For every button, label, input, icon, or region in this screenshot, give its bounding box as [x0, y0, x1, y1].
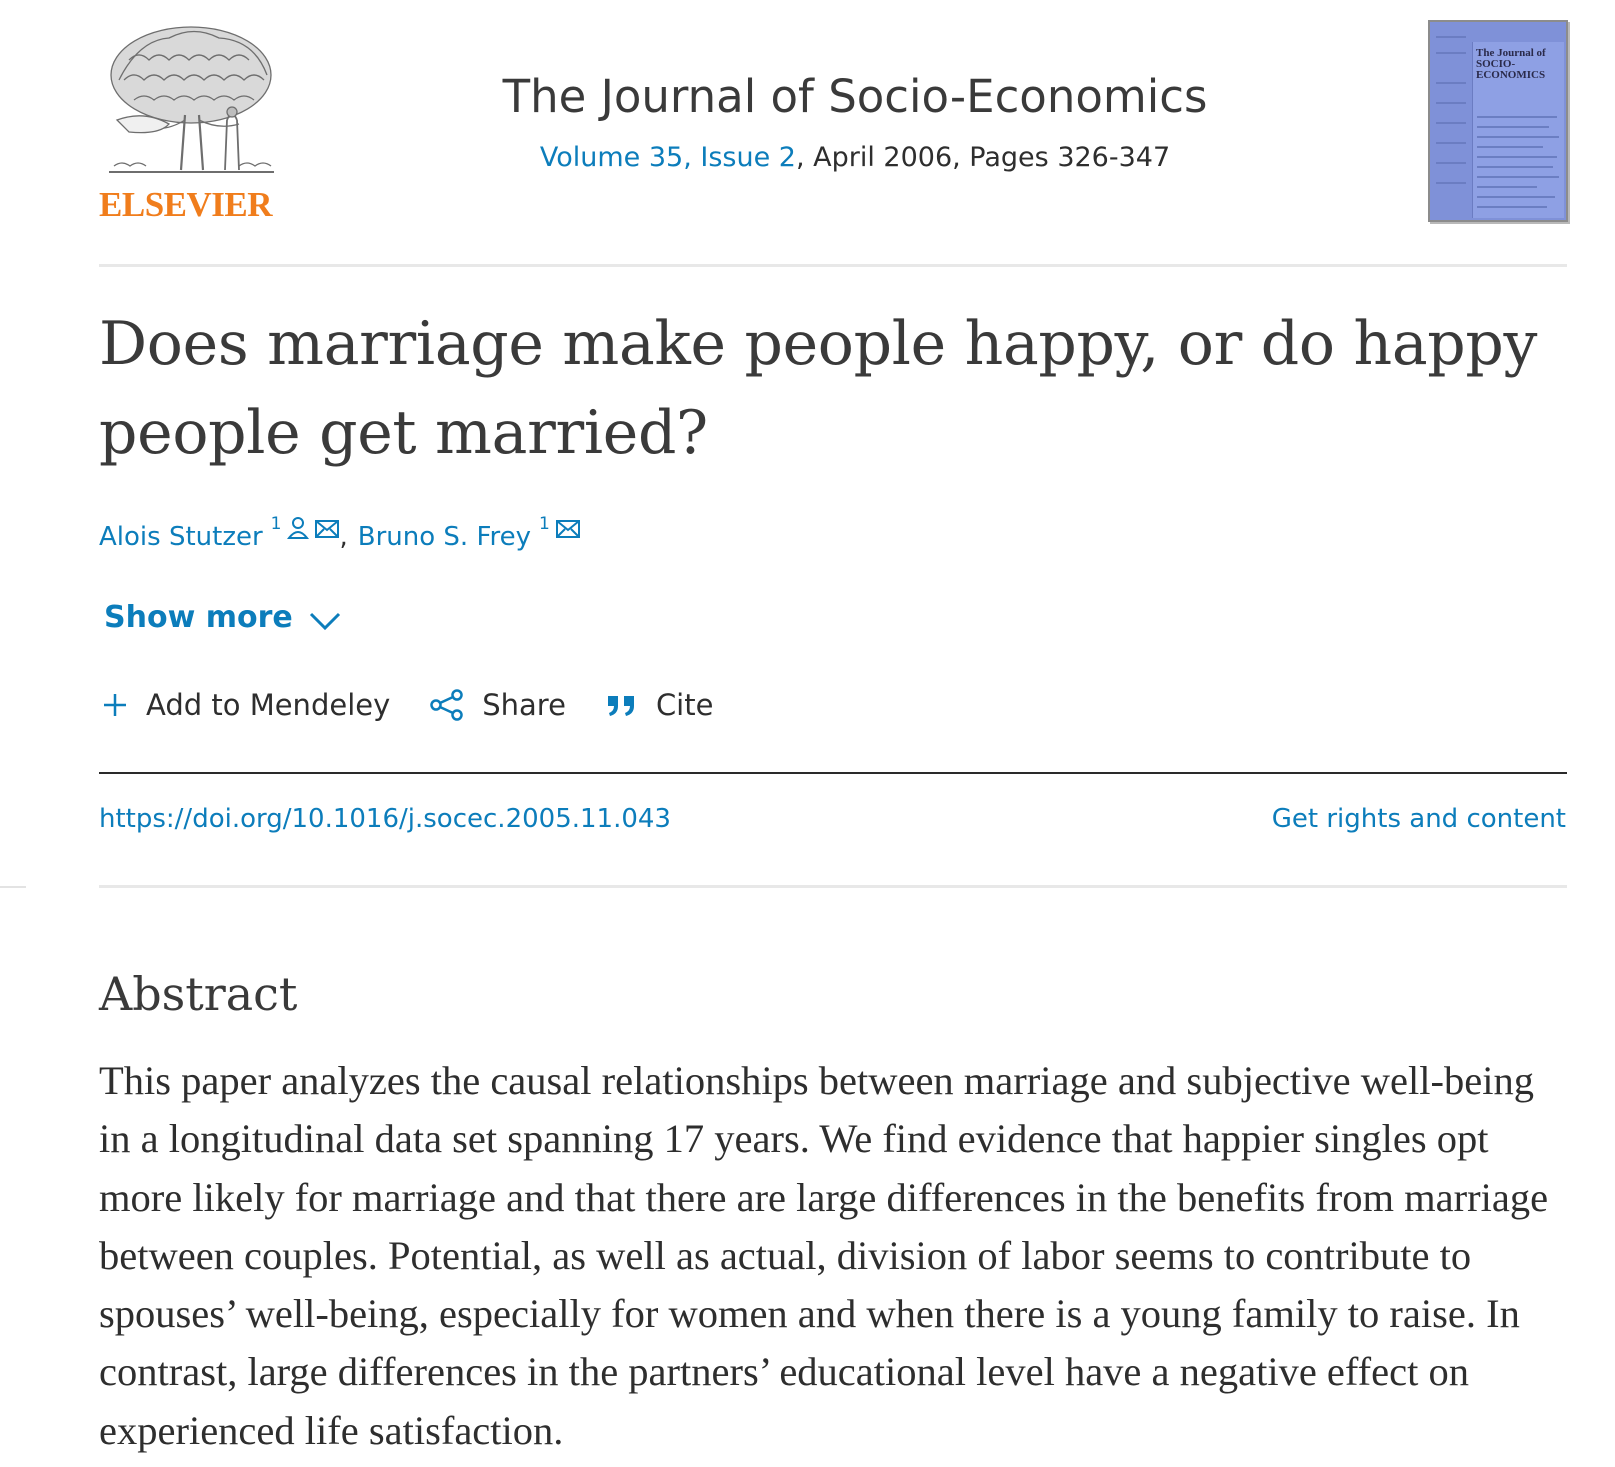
share-icon	[430, 689, 463, 721]
affiliation-marker[interactable]: 1	[539, 514, 550, 534]
add-to-mendeley-label: Add to Mendeley	[146, 688, 391, 722]
section-divider	[99, 885, 1567, 888]
publisher-logo[interactable]: ELSEVIER	[99, 20, 281, 225]
author-name-link[interactable]: Bruno S. Frey	[357, 522, 532, 552]
journal-title[interactable]: The Journal of Socio-Economics	[502, 70, 1208, 123]
get-rights-link[interactable]: Get rights and content	[1271, 804, 1566, 834]
author-name-link[interactable]: Alois Stutzer	[99, 522, 263, 552]
cite-label: Cite	[655, 688, 714, 722]
issue-separator: ,	[795, 142, 805, 173]
cover-panel: The Journal of SOCIO-ECONOMICS	[1472, 42, 1564, 218]
quote-icon	[607, 696, 634, 716]
abstract-text: This paper analyzes the causal relations…	[99, 1058, 1549, 1453]
share-label: Share	[482, 688, 566, 722]
add-to-mendeley-button[interactable]: Add to Mendeley	[102, 688, 390, 722]
email-icon[interactable]	[555, 516, 580, 546]
metadata-divider	[99, 772, 1567, 774]
chevron-down-icon	[309, 612, 340, 630]
issue-line: Volume 35, Issue 2, April 2006, Pages 32…	[290, 142, 1420, 173]
publisher-name: ELSEVIER	[99, 185, 273, 224]
author-separator: ,	[339, 522, 348, 552]
journal-cover-thumbnail[interactable]: The Journal of SOCIO-ECONOMICS	[1428, 20, 1568, 222]
elsevier-tree-icon	[109, 26, 274, 173]
date-pages: April 2006, Pages 326-347	[804, 142, 1171, 173]
cite-button[interactable]: Cite	[606, 688, 714, 722]
header-divider	[99, 264, 1567, 267]
article-title: Does marriage make people happy, or do h…	[99, 309, 1538, 468]
cover-title: The Journal of SOCIO-ECONOMICS	[1476, 47, 1546, 81]
abstract-heading: Abstract	[99, 967, 298, 1021]
author-list: Alois Stutzer 1 , Bruno S. Frey 1	[99, 514, 580, 553]
plus-icon	[104, 694, 126, 716]
email-icon[interactable]	[315, 516, 340, 546]
doi-link[interactable]: https://doi.org/10.1016/j.socec.2005.11.…	[99, 804, 671, 834]
affiliation-marker[interactable]: 1	[270, 514, 282, 534]
show-more-button[interactable]: Show more	[104, 600, 341, 635]
show-more-label: Show more	[104, 600, 293, 635]
share-button[interactable]: Share	[430, 688, 566, 722]
person-icon[interactable]	[287, 516, 310, 547]
article-actions: Add to Mendeley Share Cite	[102, 688, 753, 722]
volume-issue-link[interactable]: Volume 35, Issue 2	[539, 142, 796, 173]
side-divider	[0, 886, 26, 888]
